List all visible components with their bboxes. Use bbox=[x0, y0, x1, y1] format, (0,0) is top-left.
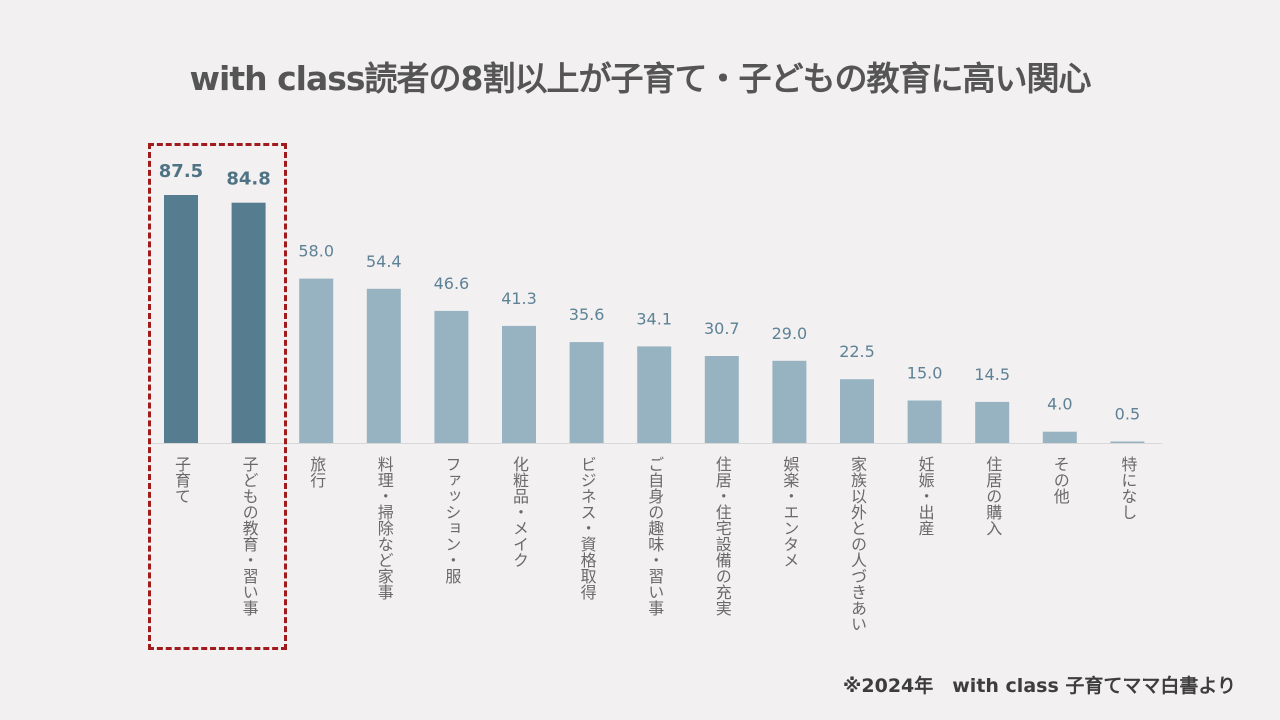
value-labels-group: 87.5 84.8 58.0 54.4 46.6 41.3 35.6 34.1 30.7 29.0… bbox=[159, 161, 1140, 424]
highlight-box bbox=[148, 143, 287, 650]
category-label: 住居・住宅設備の充実 bbox=[712, 456, 732, 616]
value-label: 15.0 bbox=[907, 364, 943, 383]
bar bbox=[975, 401, 1010, 443]
bar bbox=[299, 278, 334, 443]
value-label: 0.5 bbox=[1115, 405, 1140, 424]
source-note: ※2024年 with class 子育てママ白書より bbox=[842, 675, 1236, 697]
bar bbox=[704, 356, 739, 443]
value-label: 30.7 bbox=[704, 319, 740, 338]
category-label: 特になし bbox=[1118, 456, 1138, 520]
category-label: 妊娠・出産 bbox=[915, 456, 935, 536]
value-label: 22.5 bbox=[839, 342, 875, 361]
bar bbox=[366, 288, 401, 443]
value-label: 41.3 bbox=[501, 289, 537, 308]
category-label: ビジネス・資格取得 bbox=[577, 456, 597, 600]
category-label: 子どもの教育・習い事 bbox=[239, 456, 259, 616]
category-label: ご自身の趣味・習い事 bbox=[645, 456, 665, 616]
value-label: 54.4 bbox=[366, 252, 402, 271]
value-label: 35.6 bbox=[569, 305, 605, 324]
bar bbox=[1110, 441, 1145, 443]
category-label: 旅行 bbox=[307, 456, 327, 488]
bar bbox=[164, 195, 198, 443]
category-label: 化粧品・メイク bbox=[510, 456, 529, 568]
category-label: 子育て bbox=[172, 456, 191, 504]
category-label: 家族以外との人づきあい bbox=[848, 456, 867, 632]
bar bbox=[231, 202, 266, 443]
bar bbox=[434, 310, 469, 443]
value-label: 29.0 bbox=[772, 324, 808, 343]
value-label: 58.0 bbox=[298, 242, 334, 261]
category-label: その他 bbox=[1050, 456, 1070, 504]
category-label: 娯楽・エンタメ bbox=[780, 456, 800, 568]
value-label: 87.5 bbox=[159, 161, 203, 182]
value-label: 46.6 bbox=[434, 274, 470, 293]
bar bbox=[1042, 431, 1077, 443]
chart-title: with class読者の8割以上が子育て・子どもの教育に高い関心 bbox=[189, 59, 1092, 98]
value-label: 84.8 bbox=[226, 169, 270, 190]
category-label: 住居の購入 bbox=[983, 456, 1003, 536]
bar bbox=[502, 325, 536, 443]
value-label: 34.1 bbox=[636, 309, 672, 328]
category-label: ファッション・服 bbox=[442, 456, 462, 584]
value-label: 14.5 bbox=[974, 365, 1010, 384]
bar bbox=[907, 400, 942, 443]
bars-group bbox=[164, 195, 1145, 443]
category-label: 料理・掃除など家事 bbox=[374, 456, 394, 600]
bar bbox=[772, 360, 807, 443]
bar bbox=[840, 379, 874, 443]
bar bbox=[637, 346, 672, 443]
bar bbox=[569, 342, 604, 443]
value-label: 4.0 bbox=[1047, 395, 1072, 414]
